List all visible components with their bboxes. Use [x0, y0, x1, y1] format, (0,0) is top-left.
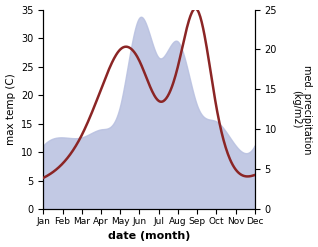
- X-axis label: date (month): date (month): [108, 231, 190, 242]
- Y-axis label: max temp (C): max temp (C): [5, 74, 16, 145]
- Y-axis label: med. precipitation
(kg/m2): med. precipitation (kg/m2): [291, 65, 313, 154]
